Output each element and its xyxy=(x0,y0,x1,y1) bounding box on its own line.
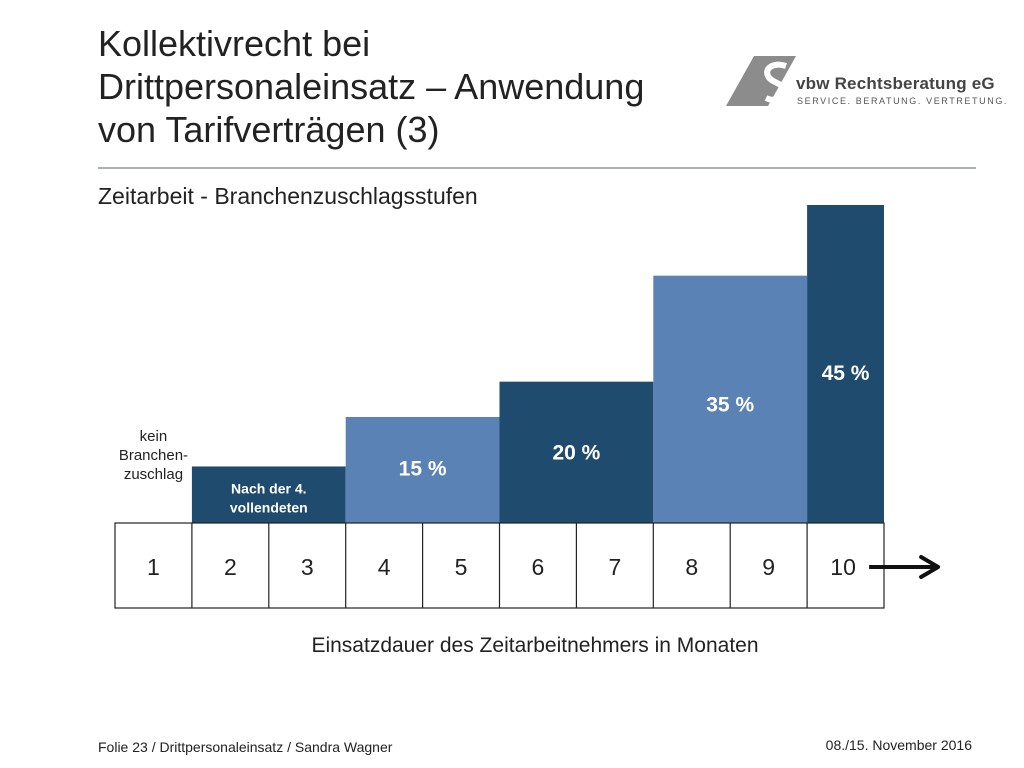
logo-name: vbw Rechtsberatung eG xyxy=(796,74,995,93)
month-tick-9: 9 xyxy=(762,554,775,580)
month-tick-3: 3 xyxy=(301,554,314,580)
month-tick-1: 1 xyxy=(147,554,160,580)
bar-label-4: 20 % xyxy=(552,441,600,464)
slide-title: Kollektivrecht bei Drittpersonaleinsatz … xyxy=(98,22,718,151)
title-line-1: Kollektivrecht bei xyxy=(98,23,371,64)
bar-label-2-line-1: Nach der 4. xyxy=(231,480,306,496)
month-tick-4: 4 xyxy=(378,554,391,580)
chart-subtitle: Zeitarbeit - Branchenzuschlagsstufen xyxy=(98,183,478,209)
bar-step-5 xyxy=(653,275,808,523)
bar-label-1-line-3: zuschlag xyxy=(124,466,183,483)
title-divider xyxy=(98,167,976,169)
title-line-3: von Tarifverträgen (3) xyxy=(98,109,440,150)
vbw-logo-icon xyxy=(726,56,796,106)
logo-tagline: SERVICE. BERATUNG. VERTRETUNG. xyxy=(797,96,1009,106)
bar-label-6: 45 % xyxy=(822,362,870,385)
arrow-right-icon xyxy=(869,555,941,579)
bar-label-3: 15 % xyxy=(399,457,447,480)
bar-label-1-line-2: Branchen- xyxy=(119,447,188,464)
month-tick-2: 2 xyxy=(224,554,237,580)
month-tick-5: 5 xyxy=(455,554,468,580)
month-tick-10: 10 xyxy=(830,554,856,580)
bar-label-5: 35 % xyxy=(706,394,754,417)
month-tick-8: 8 xyxy=(685,554,698,580)
bar-label-2-line-2: vollendeten xyxy=(230,499,308,515)
bar-label-1-line-1: kein xyxy=(140,428,168,445)
bar-step-6 xyxy=(807,205,884,523)
footer-left: Folie 23 / Drittpersonaleinsatz / Sandra… xyxy=(98,739,393,755)
bar-step-3 xyxy=(345,417,500,523)
bar-step-4 xyxy=(499,381,654,523)
title-line-2: Drittpersonaleinsatz – Anwendung xyxy=(98,66,645,107)
bar-step-2 xyxy=(191,466,346,523)
footer-date: 08./15. November 2016 xyxy=(825,737,972,753)
month-tick-7: 7 xyxy=(608,554,621,580)
x-axis-label: Einsatzdauer des Zeitarbeitnehmers in Mo… xyxy=(311,634,759,657)
month-tick-6: 6 xyxy=(532,554,545,580)
